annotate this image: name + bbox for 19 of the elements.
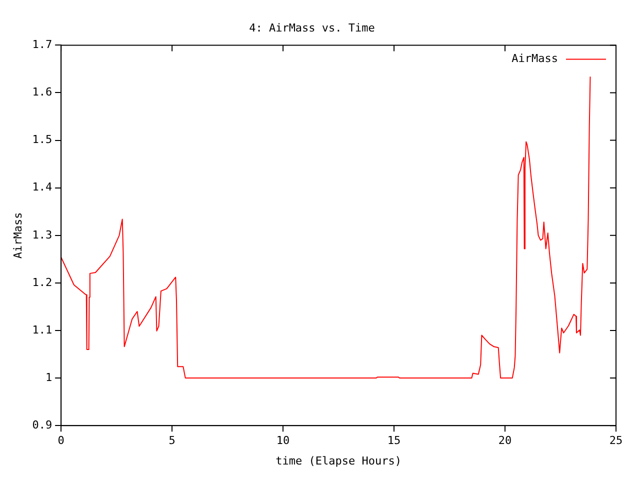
y-tick-label: 1.6	[32, 86, 52, 99]
y-tick-label: 1.4	[32, 180, 52, 194]
x-tick-label: 15	[387, 434, 401, 448]
y-tick-label: 1.5	[32, 133, 52, 146]
x-tick-label: 0	[58, 434, 64, 448]
x-tick-label: 25	[609, 434, 623, 448]
x-tick-label: 5	[168, 434, 176, 448]
x-tick-label: 10	[276, 434, 290, 448]
y-tick-label: 1.1	[32, 323, 52, 336]
y-tick-label: 1.2	[32, 276, 52, 289]
x-axis-title: time (Elapse Hours)	[276, 454, 402, 468]
y-tick-label: 1.3	[32, 228, 52, 242]
legend-label: AirMass	[512, 52, 558, 66]
y-axis-title: AirMass	[11, 212, 24, 259]
chart-title: 4: AirMass vs. Time	[249, 21, 375, 34]
x-tick-label: 20	[498, 434, 512, 448]
y-tick-label: 1	[45, 370, 52, 384]
y-tick-label: 1.7	[32, 38, 52, 52]
y-tick-label: 0.9	[32, 418, 52, 432]
